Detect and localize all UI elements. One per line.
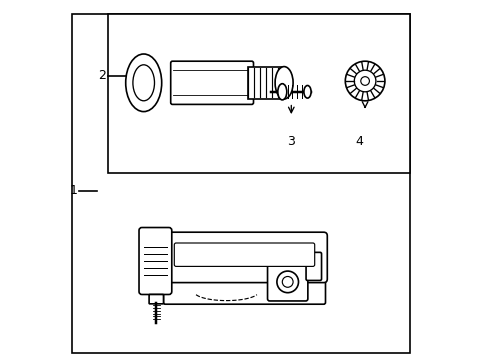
Text: 4: 4 [355, 135, 363, 148]
FancyBboxPatch shape [162, 232, 326, 283]
Text: 1: 1 [69, 184, 77, 197]
Circle shape [276, 271, 298, 293]
Text: 3: 3 [287, 135, 295, 148]
Ellipse shape [277, 84, 286, 100]
FancyBboxPatch shape [163, 275, 325, 304]
Bar [247, 67, 284, 99]
FancyBboxPatch shape [149, 294, 163, 304]
Ellipse shape [133, 65, 154, 101]
Circle shape [360, 77, 368, 85]
Ellipse shape [303, 86, 310, 98]
FancyBboxPatch shape [174, 243, 314, 266]
Text: 2: 2 [98, 69, 106, 82]
FancyBboxPatch shape [267, 255, 307, 301]
FancyBboxPatch shape [107, 14, 409, 173]
Ellipse shape [275, 67, 292, 99]
Ellipse shape [125, 54, 162, 112]
Circle shape [354, 70, 375, 92]
FancyBboxPatch shape [305, 252, 321, 280]
FancyBboxPatch shape [72, 14, 409, 353]
FancyBboxPatch shape [139, 228, 171, 294]
Circle shape [345, 61, 384, 101]
FancyBboxPatch shape [170, 61, 253, 104]
Circle shape [282, 276, 292, 287]
